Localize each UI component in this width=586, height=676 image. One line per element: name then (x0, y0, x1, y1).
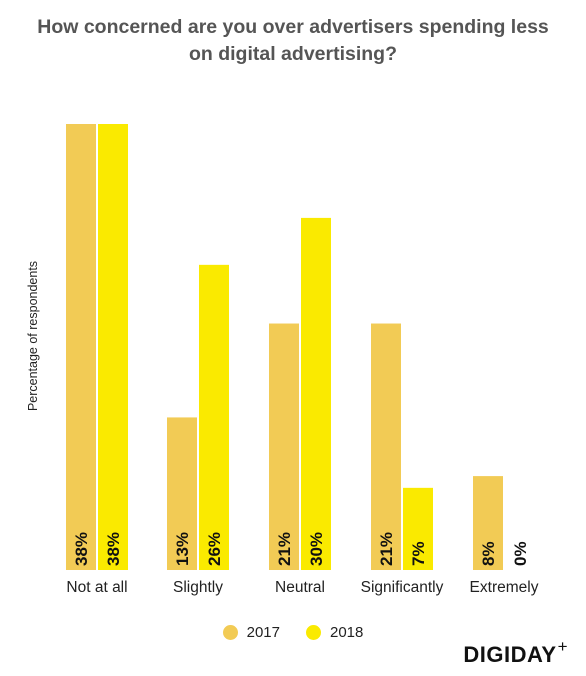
brand-plus-mark: + (557, 637, 568, 656)
x-tick-label-significantly: Significantly (361, 579, 444, 596)
bar-neutral-2017 (269, 323, 299, 570)
chart-title-line-1: How concerned are you over advertisers s… (37, 16, 549, 38)
legend-label-2018: 2018 (330, 624, 364, 641)
data-label-neutral-2017: 21% (275, 532, 294, 566)
data-label-neutral-2018: 30% (307, 532, 326, 566)
chart-title: How concerned are you over advertisers s… (0, 14, 586, 68)
legend-swatch-2017 (222, 625, 238, 640)
chart-title-line-2: on digital advertising? (188, 43, 398, 65)
data-label-extremely-2017: 8% (479, 541, 498, 566)
data-label-not-at-all-2018: 38% (104, 532, 123, 566)
bar-not-at-all-2017 (66, 124, 96, 570)
x-tick-label-neutral: Neutral (275, 579, 325, 596)
x-tick-label-extremely: Extremely (470, 579, 539, 596)
bar-slightly-2018 (199, 264, 229, 570)
data-label-significantly-2017: 21% (377, 532, 396, 566)
data-label-extremely-2018: 0% (511, 541, 530, 566)
digiday-logo: DIGIDAY+ (463, 637, 568, 668)
bar-extremely-2017 (473, 476, 503, 570)
x-tick-label-not-at-all: Not at all (66, 579, 127, 596)
brand-name: DIGIDAY (463, 642, 557, 667)
bar-neutral-2018 (301, 217, 331, 571)
data-label-not-at-all-2017: 38% (72, 532, 91, 566)
legend-label-2017: 2017 (246, 624, 280, 641)
data-label-slightly-2018: 26% (205, 532, 224, 566)
data-label-slightly-2017: 13% (173, 532, 192, 566)
legend: 2017 2018 (0, 624, 586, 641)
legend-swatch-2018 (306, 625, 321, 640)
data-label-significantly-2018: 7% (409, 541, 428, 566)
bar-significantly-2017 (371, 323, 401, 570)
bar-slightly-2017 (167, 417, 197, 570)
bar-significantly-2018 (403, 487, 433, 570)
legend-item-2018: 2018 (306, 624, 363, 641)
x-tick-label-slightly: Slightly (173, 579, 223, 596)
bar-not-at-all-2018 (98, 124, 128, 570)
legend-item-2017: 2017 (222, 624, 280, 641)
